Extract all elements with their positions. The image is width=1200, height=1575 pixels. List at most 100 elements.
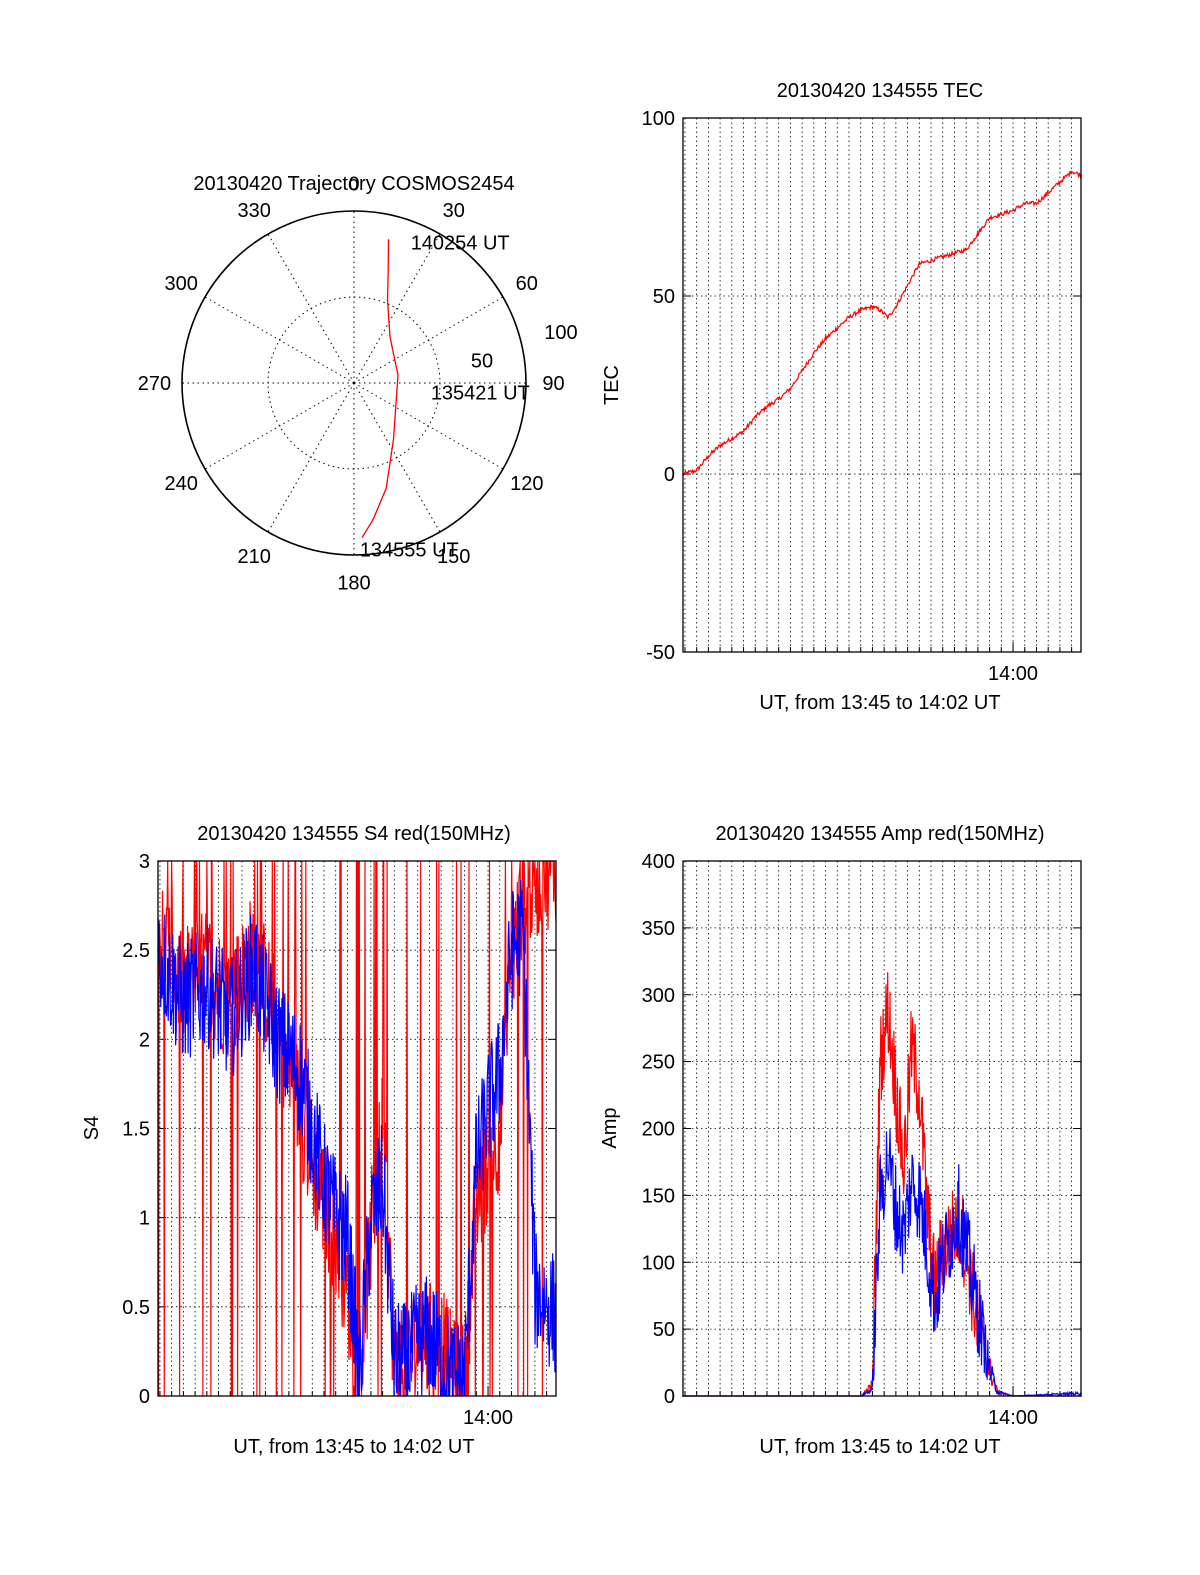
tec-point bbox=[695, 469, 698, 472]
amp-point bbox=[879, 1194, 882, 1197]
s4-point bbox=[522, 931, 524, 934]
polar-azimuth-label: 30 bbox=[443, 200, 465, 222]
tec-point bbox=[801, 369, 803, 372]
polar-spoke bbox=[204, 382, 355, 470]
s4-ytick-label: 0 bbox=[139, 1386, 150, 1408]
s4-point bbox=[534, 1288, 536, 1290]
tec-ytick-label: 50 bbox=[653, 286, 675, 308]
tec-point bbox=[918, 263, 921, 265]
amp-frame bbox=[682, 860, 1082, 1397]
s4-point bbox=[487, 1163, 489, 1165]
s4-point bbox=[182, 1002, 185, 1005]
tec-series-red bbox=[682, 170, 1082, 477]
amp-point bbox=[957, 1207, 960, 1210]
polar-azimuth-label: 300 bbox=[165, 273, 198, 295]
tec-panel: 20130420 134555 TEC UT, from 13:45 to 14… bbox=[601, 80, 1082, 714]
tec-point bbox=[836, 327, 839, 329]
amp-title: 20130420 134555 Amp red(150MHz) bbox=[715, 823, 1044, 845]
tec-point bbox=[848, 316, 850, 319]
polar-ring-100 bbox=[181, 210, 527, 556]
amp-point bbox=[988, 1368, 991, 1371]
polar-spoke bbox=[267, 382, 355, 533]
amp-point bbox=[879, 1060, 882, 1063]
s4-point bbox=[370, 1216, 372, 1219]
polar-ring-50 bbox=[267, 296, 441, 470]
amp-point bbox=[895, 1207, 897, 1210]
s4-point bbox=[522, 895, 524, 898]
tec-point bbox=[766, 405, 768, 408]
amp-ytick-label: 200 bbox=[642, 1119, 675, 1141]
amp-point bbox=[934, 1301, 936, 1304]
polar-azimuth-label: 180 bbox=[337, 573, 370, 595]
amp-point bbox=[996, 1391, 999, 1393]
tec-ytick-label: 0 bbox=[664, 464, 675, 486]
s4-point bbox=[334, 1234, 337, 1237]
amp-point bbox=[902, 1234, 905, 1237]
s4-ylabel: S4 bbox=[81, 1116, 103, 1140]
amp-point bbox=[910, 1047, 913, 1050]
s4-point bbox=[346, 1234, 349, 1237]
s4-series-blue bbox=[157, 880, 557, 1397]
tec-point bbox=[731, 437, 733, 440]
polar-panel: 20130420 Trajectory COSMOS2454 0 30 60 90 12… bbox=[138, 173, 578, 595]
s4-point bbox=[534, 878, 536, 880]
tec-point bbox=[1070, 170, 1073, 173]
tec-point bbox=[789, 387, 792, 390]
tec-point bbox=[824, 337, 827, 340]
amp-point bbox=[918, 1087, 921, 1090]
amp-point bbox=[887, 1007, 889, 1009]
s4-ytick-label: 3 bbox=[139, 851, 150, 873]
s4-point bbox=[252, 967, 255, 969]
tec-point bbox=[887, 316, 889, 319]
tec-ytick-label: -50 bbox=[646, 642, 675, 664]
s4-point bbox=[428, 1332, 431, 1335]
amp-point bbox=[895, 1087, 897, 1090]
amp-point bbox=[926, 1248, 928, 1250]
amp-point bbox=[910, 1181, 913, 1183]
amp-point bbox=[941, 1261, 944, 1264]
amp-ytick-label: 150 bbox=[642, 1185, 675, 1207]
tec-point bbox=[859, 309, 862, 312]
s4-frame bbox=[157, 860, 557, 1397]
amp-xlabel: UT, from 13:45 to 14:02 UT bbox=[759, 1436, 1000, 1458]
s4-point bbox=[440, 1359, 442, 1362]
amp-point bbox=[949, 1234, 952, 1237]
tec-point bbox=[871, 305, 874, 308]
s4-xtick-label: 14:00 bbox=[463, 1407, 513, 1429]
tec-ylabel: TEC bbox=[601, 365, 623, 405]
polar-azimuth-label: 210 bbox=[238, 546, 271, 568]
polar-radial-label: 100 bbox=[544, 322, 577, 344]
s4-ytick-label: 1.5 bbox=[122, 1119, 150, 1141]
amp-point bbox=[887, 1154, 889, 1157]
amp-ytick-label: 400 bbox=[642, 851, 675, 873]
polar-azimuth-label: 240 bbox=[165, 473, 198, 495]
polar-azimuth-label: 0 bbox=[348, 173, 359, 195]
tec-point bbox=[1023, 202, 1026, 205]
polar-radial-label: 50 bbox=[471, 350, 493, 372]
polar-azimuth-label: 150 bbox=[437, 546, 470, 568]
tec-point bbox=[754, 416, 757, 418]
s4-ytick-label: 2.5 bbox=[122, 940, 150, 962]
polar-spoke bbox=[267, 233, 355, 384]
s4-point bbox=[463, 1377, 466, 1379]
s4-point bbox=[229, 1002, 232, 1005]
tec-point bbox=[941, 256, 944, 258]
s4-point bbox=[358, 1377, 360, 1379]
tec-point bbox=[879, 309, 882, 312]
polar-track bbox=[361, 239, 399, 538]
s4-point bbox=[405, 1363, 407, 1365]
s4-point bbox=[311, 1127, 314, 1130]
s4-point bbox=[510, 949, 513, 951]
s4-point bbox=[498, 1074, 501, 1076]
s4-point bbox=[206, 985, 208, 987]
tec-frame bbox=[682, 117, 1082, 653]
polar-time-annotation: 140254 UT bbox=[411, 233, 510, 255]
amp-xtick-label: 14:00 bbox=[988, 1407, 1038, 1429]
amp-panel: 20130420 134555 Amp red(150MHz) UT, from… bbox=[599, 823, 1082, 1458]
amp-point bbox=[871, 1388, 874, 1391]
s4-title: 20130420 134555 S4 red(150MHz) bbox=[197, 823, 511, 845]
s4-point bbox=[475, 1163, 478, 1165]
s4-point bbox=[323, 1181, 325, 1183]
amp-ylabel: Amp bbox=[599, 1107, 621, 1148]
tec-ytick-label: 100 bbox=[642, 108, 675, 130]
